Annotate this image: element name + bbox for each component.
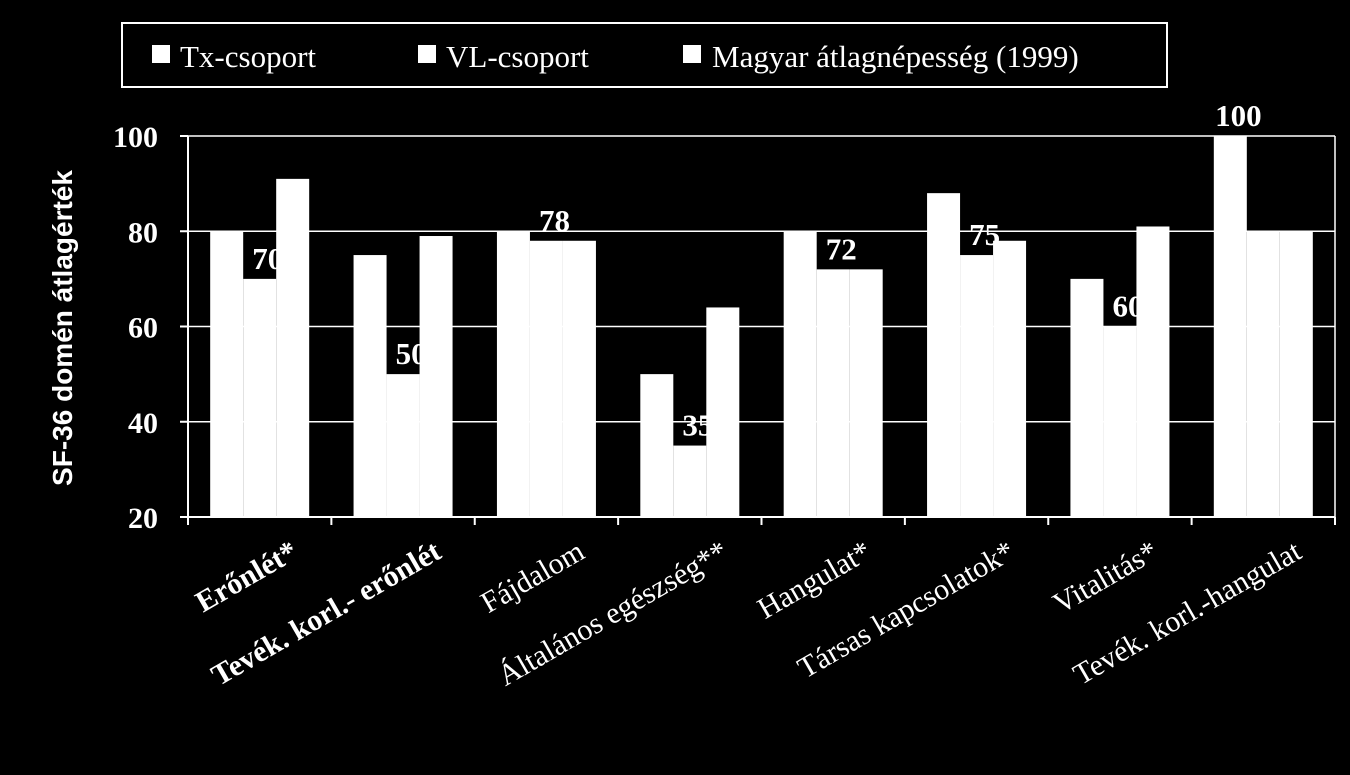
data-label-2-7: 60 [1112,289,1143,324]
legend-label-vl: VL-csoport [446,39,589,74]
data-label-2-5: 72 [826,231,857,266]
bar-3-2 [419,236,453,517]
bar-1-7 [1070,278,1104,517]
bar-1-2 [353,255,387,517]
bar-1-1 [210,231,244,517]
legend-swatch-tx [152,45,170,63]
data-label-2-4: 35 [682,408,713,443]
data-label-2-6: 75 [969,217,1000,252]
legend-label-magyar: Magyar átlagnépesség (1999) [712,39,1079,74]
bar-3-5 [849,269,883,517]
legend-swatch-vl [418,45,436,63]
data-label-2-1: 70 [252,241,283,276]
y-tick-label-100: 100 [113,121,158,154]
legend-box [121,22,1168,88]
bar-1-4 [640,374,674,517]
y-tick-label-80: 80 [128,216,158,249]
bar-1-6 [927,193,961,517]
y-tick-label-40: 40 [128,407,158,440]
y-axis-title: SF-36 domén átlagérték [47,170,78,486]
bar-3-8 [1279,231,1313,517]
bar-2-3 [529,240,563,517]
bar-2-7 [1103,326,1137,517]
bar-3-1 [276,178,310,518]
y-tick-label-20: 20 [128,502,158,535]
bar-2-1 [243,278,277,517]
y-tick-label-60: 60 [128,312,158,345]
bar-3-7 [1136,226,1170,518]
axes [180,135,1336,525]
bar-3-3 [562,240,596,517]
bars [210,136,1313,518]
data-label-2-2: 50 [396,336,427,371]
bar-2-2 [386,374,420,517]
bar-2-4 [673,445,707,517]
bar-1-8 [1213,136,1247,517]
data-label-1-8: 100 [1215,98,1262,133]
bar-1-3 [496,231,530,517]
data-labels: 70 50 78 35 72 75 60 100 [252,98,1261,443]
bar-2-8 [1246,231,1280,517]
legend: Tx-csoport VL-csoport Magyar átlagnépess… [121,22,1168,88]
legend-swatch-magyar [683,45,701,63]
legend-label-tx: Tx-csoport [180,39,316,74]
bar-2-5 [816,269,850,517]
bar-3-4 [706,307,740,517]
tick-labels: 20 40 60 80 100 [113,121,158,535]
bar-2-6 [960,255,994,517]
bar-1-5 [783,231,817,517]
bar-3-6 [993,240,1027,517]
data-label-2-3: 78 [539,203,570,238]
